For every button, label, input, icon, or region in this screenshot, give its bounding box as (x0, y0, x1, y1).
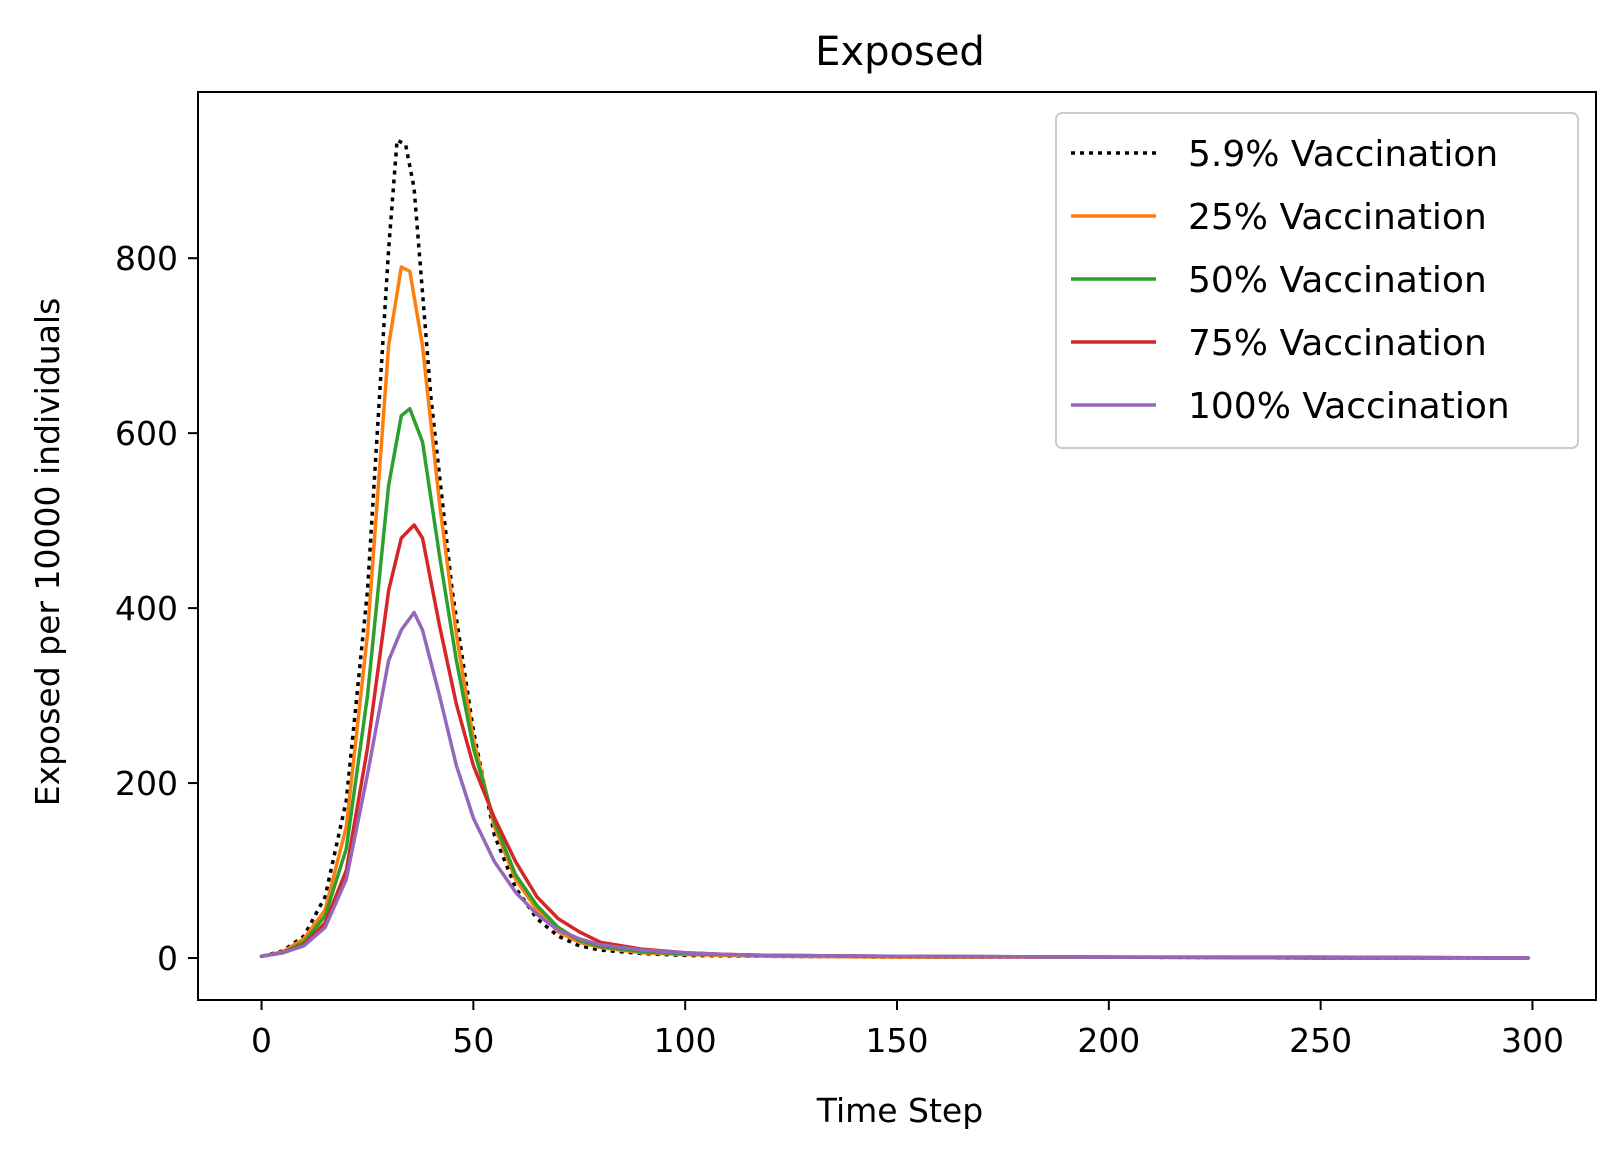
x-tick-label: 0 (251, 1021, 272, 1060)
legend: 5.9% Vaccination 25% Vaccination 50% Vacci… (1055, 112, 1579, 449)
x-tick-label: 50 (452, 1021, 494, 1060)
x-tick-label: 150 (866, 1021, 929, 1060)
y-axis-title: Exposed per 10000 individuals (28, 298, 67, 807)
legend-box (1055, 112, 1579, 449)
chart-title: Exposed (815, 29, 985, 75)
y-tick-label: 400 (115, 589, 178, 628)
y-axis: 0 200 400 600 800 (115, 239, 198, 978)
x-tick-label: 100 (654, 1021, 717, 1060)
y-tick-label: 0 (157, 939, 178, 978)
y-tick-label: 600 (115, 414, 178, 453)
y-tick-label: 200 (115, 764, 178, 803)
legend-label: 5.9% Vaccination (1188, 134, 1498, 175)
legend-label: 75% Vaccination (1188, 323, 1487, 364)
x-tick-label: 300 (1501, 1021, 1564, 1060)
y-tick-label: 800 (115, 239, 178, 278)
x-axis-title: Time Step (816, 1091, 983, 1130)
series-layer (259, 138, 1530, 960)
series-line (259, 610, 1530, 960)
legend-label: 25% Vaccination (1188, 197, 1487, 238)
legend-label: 50% Vaccination (1188, 260, 1487, 301)
x-tick-label: 250 (1289, 1021, 1352, 1060)
legend-label: 100% Vaccination (1188, 386, 1510, 427)
x-axis: 0 50 100 150 200 250 300 (251, 1000, 1564, 1060)
x-tick-label: 200 (1077, 1021, 1140, 1060)
